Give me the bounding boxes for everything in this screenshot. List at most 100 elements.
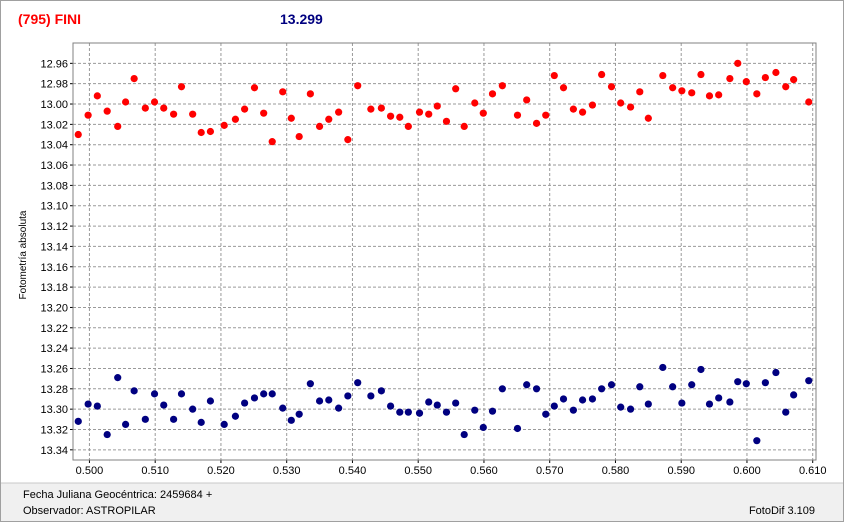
data-point (170, 110, 178, 118)
data-point (197, 128, 205, 137)
data-point (588, 395, 597, 403)
x-tick-label: 0.550 (404, 465, 432, 477)
data-point (782, 83, 790, 91)
y-tick-label: 13.22 (40, 323, 68, 335)
data-point (122, 420, 130, 429)
y-tick-label: 12.96 (40, 58, 68, 70)
y-tick-label: 13.18 (40, 282, 68, 294)
data-point (626, 103, 635, 111)
data-point (354, 82, 362, 90)
data-point (542, 410, 550, 418)
data-point (569, 406, 577, 414)
data-point (636, 383, 644, 391)
data-point (488, 407, 497, 415)
data-point (268, 138, 276, 146)
data-point (790, 76, 798, 84)
y-tick-label: 13.20 (40, 302, 68, 314)
data-point (488, 90, 497, 98)
data-point (404, 122, 412, 130)
data-point (425, 110, 433, 118)
data-point (550, 402, 558, 410)
data-point (315, 397, 324, 405)
y-tick-label: 13.06 (40, 160, 68, 172)
data-point (790, 391, 798, 399)
data-point (220, 121, 228, 129)
data-point (471, 406, 479, 414)
data-point (598, 70, 606, 79)
data-point (734, 378, 742, 386)
data-point (206, 397, 215, 405)
data-point (325, 396, 333, 404)
data-point (160, 401, 168, 409)
y-tick-label: 13.10 (40, 201, 68, 213)
data-point (513, 424, 522, 433)
data-point (742, 78, 750, 86)
data-point (772, 368, 780, 377)
data-point (761, 73, 769, 82)
data-point (659, 71, 667, 80)
data-point (513, 111, 522, 119)
data-point (141, 415, 149, 423)
data-point (659, 363, 667, 372)
data-point (734, 59, 742, 67)
y-tick-label: 13.32 (40, 424, 68, 436)
data-point (335, 404, 343, 412)
data-point (644, 400, 652, 408)
y-tick-label: 13.34 (40, 445, 68, 457)
data-point (74, 130, 82, 139)
data-point (170, 415, 178, 423)
data-point (559, 84, 568, 92)
data-point (715, 91, 723, 99)
data-point (479, 109, 487, 117)
y-tick-label: 13.28 (40, 384, 68, 396)
data-point (386, 112, 395, 120)
data-point (344, 136, 352, 144)
data-point (753, 437, 761, 445)
data-point (559, 395, 568, 403)
data-point (177, 83, 186, 91)
data-point (103, 107, 111, 115)
y-tick-label: 13.14 (40, 241, 68, 253)
data-point (523, 381, 531, 389)
data-point (150, 98, 159, 106)
x-tick-label: 0.590 (667, 465, 695, 477)
data-point (617, 99, 625, 107)
data-point (287, 416, 295, 424)
data-point (160, 104, 168, 112)
x-tick-label: 0.570 (536, 465, 564, 477)
data-point (150, 390, 159, 398)
data-point (93, 92, 101, 100)
x-tick-label: 0.510 (141, 465, 169, 477)
data-point (415, 409, 424, 417)
data-point (433, 102, 441, 110)
x-tick-label: 0.520 (207, 465, 235, 477)
data-point (607, 381, 616, 389)
data-point (386, 402, 395, 410)
data-point (782, 408, 790, 416)
data-point (122, 98, 130, 106)
data-point (669, 84, 677, 92)
data-point (84, 111, 92, 119)
data-point (130, 387, 138, 395)
data-point (617, 403, 625, 411)
data-point (726, 74, 734, 83)
y-tick-label: 13.30 (40, 404, 68, 416)
data-point (805, 377, 813, 385)
data-point (206, 127, 215, 136)
data-point (498, 385, 506, 393)
data-point (295, 132, 303, 141)
y-tick-label: 13.24 (40, 343, 68, 355)
data-point (268, 390, 276, 398)
footer-software: FotoDif 3.109 (749, 505, 815, 517)
data-point (460, 430, 468, 439)
x-tick-label: 0.500 (76, 465, 104, 477)
x-tick-label: 0.540 (339, 465, 367, 477)
data-point (550, 71, 558, 80)
data-point (130, 74, 138, 83)
data-point (542, 111, 550, 119)
data-point (697, 365, 705, 374)
data-point (241, 399, 249, 407)
x-tick-label: 0.560 (470, 465, 498, 477)
data-point (460, 122, 468, 130)
